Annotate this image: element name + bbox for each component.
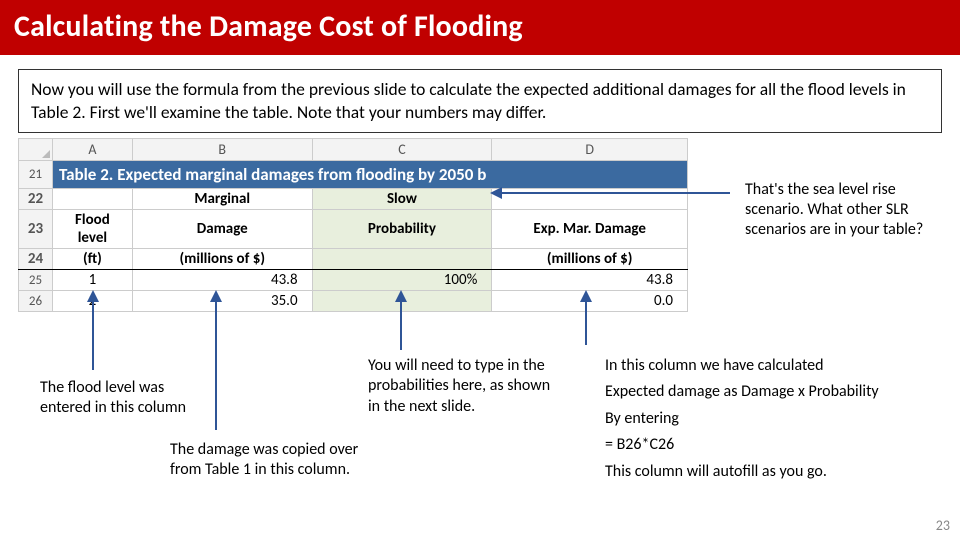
cell: (millions of $) [492, 249, 688, 270]
calc-line: = B26*C26 [605, 435, 945, 455]
calc-line: By entering [605, 409, 945, 429]
cell: 35.0 [132, 291, 312, 312]
callout-calc: In this column we have calculated Expect… [605, 356, 945, 488]
cell: Damage [132, 210, 312, 249]
arrow-icon [400, 300, 402, 350]
cell: Marginal [132, 189, 312, 210]
cell: (millions of $) [132, 249, 312, 270]
cell [312, 249, 492, 270]
calc-line: Expected damage as Damage x Probability [605, 382, 945, 402]
cell: Probability [312, 210, 492, 249]
callout-floodlevel: The flood level was entered in this colu… [40, 378, 195, 419]
callout-slr: That's the sea level rise scenario. What… [745, 180, 950, 240]
cell-slow: Slow [312, 189, 492, 210]
cell: Flood level [52, 210, 132, 249]
arrow-icon [585, 300, 587, 345]
row-header: 25 [19, 270, 53, 291]
cell [52, 189, 132, 210]
col-header-b: B [132, 139, 312, 161]
arrow-icon [92, 300, 94, 370]
calc-line: In this column we have calculated [605, 356, 945, 376]
callout-probability: You will need to type in the probabiliti… [368, 356, 558, 417]
arrow-icon [215, 300, 217, 430]
cell: 43.8 [492, 270, 688, 291]
row-header: 21 [19, 161, 53, 189]
cell: 100% [312, 270, 492, 291]
cell: 43.8 [132, 270, 312, 291]
col-header-c: C [312, 139, 492, 161]
row-header: 23 [19, 210, 53, 249]
cell: (ft) [52, 249, 132, 270]
excel-corner [19, 139, 53, 161]
slide-title: Calculating the Damage Cost of Flooding [0, 0, 960, 55]
excel-table-screenshot: A B C D 21 Table 2. Expected marginal da… [18, 138, 688, 312]
table-title-cell: Table 2. Expected marginal damages from … [52, 161, 687, 189]
cell: Exp. Mar. Damage [492, 210, 688, 249]
calc-line: This column will autofill as you go. [605, 462, 945, 482]
row-header: 26 [19, 291, 53, 312]
page-number: 23 [936, 517, 950, 534]
row-header: 24 [19, 249, 53, 270]
arrow-icon [500, 192, 730, 194]
callout-damage: The damage was copied over from Table 1 … [170, 440, 390, 481]
col-header-d: D [492, 139, 688, 161]
intro-text: Now you will use the formula from the pr… [18, 69, 942, 133]
row-header: 22 [19, 189, 53, 210]
cell: 1 [52, 270, 132, 291]
col-header-a: A [52, 139, 132, 161]
